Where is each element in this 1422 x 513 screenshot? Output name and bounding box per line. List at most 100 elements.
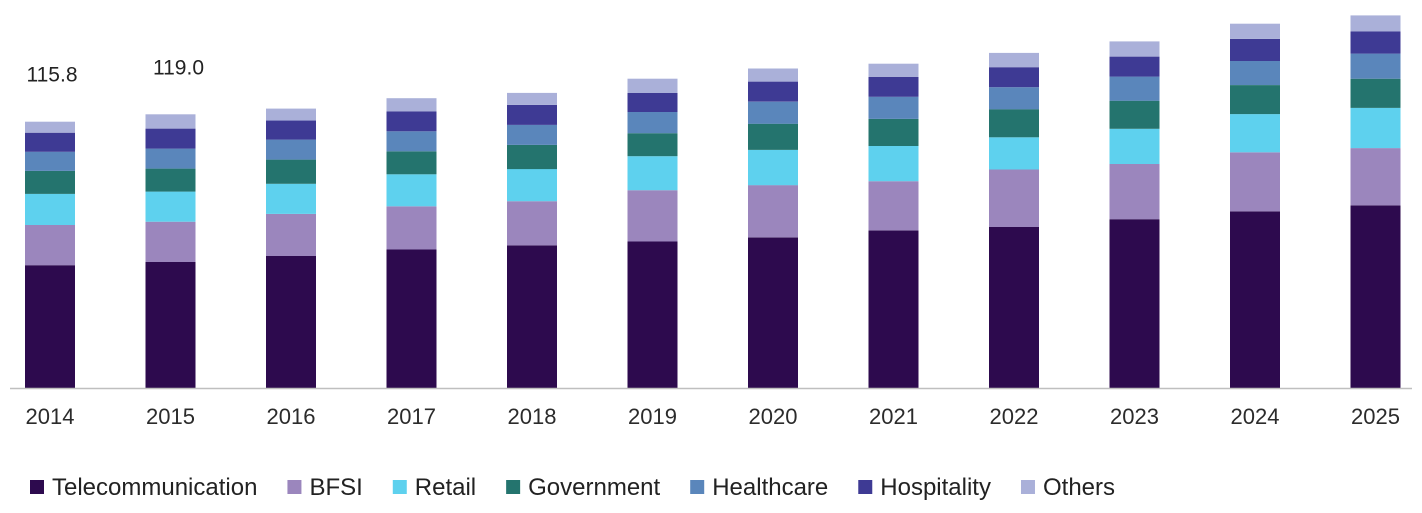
bar-stack-2023 — [1109, 41, 1160, 388]
legend-item-bfsi: BFSI — [287, 474, 363, 501]
bar-bfsi-2017 — [386, 206, 437, 250]
legend-swatch — [392, 480, 407, 494]
bar-stack-2018 — [507, 92, 557, 388]
bar-healthcare-2020 — [748, 101, 798, 124]
bar-telecommunication-2022 — [989, 227, 1039, 388]
bar-healthcare-2022 — [989, 87, 1039, 110]
bar-retail-2016 — [266, 183, 316, 214]
x-tick-label: 2023 — [1110, 404, 1159, 429]
x-tick-label: 2016 — [267, 404, 316, 429]
bar-government-2016 — [266, 159, 316, 184]
bar-government-2022 — [989, 109, 1039, 138]
bar-telecommunication-2024 — [1230, 211, 1280, 388]
bar-retail-2023 — [1109, 128, 1160, 164]
bar-hospitality-2014 — [25, 132, 75, 152]
bar-telecommunication-2015 — [145, 262, 196, 388]
bar-government-2019 — [627, 133, 678, 157]
bar-bfsi-2021 — [868, 181, 919, 231]
bar-government-2017 — [386, 151, 437, 175]
x-tick-label: 2021 — [869, 404, 918, 429]
legend-swatch — [690, 480, 705, 494]
bar-retail-2024 — [1230, 114, 1280, 153]
legend-item-hospitality: Hospitality — [858, 474, 991, 501]
bar-stack-2021 — [868, 63, 919, 388]
x-tick-label: 2025 — [1351, 404, 1400, 429]
bar-stack-2020 — [748, 68, 798, 388]
bar-healthcare-2017 — [386, 131, 437, 152]
legend-item-healthcare: Healthcare — [690, 474, 828, 501]
bar-retail-2018 — [507, 169, 557, 202]
legend-label: BFSI — [309, 474, 362, 501]
bar-healthcare-2025 — [1350, 53, 1401, 79]
bar-hospitality-2017 — [386, 111, 437, 132]
legend-swatch — [287, 480, 302, 494]
bar-telecommunication-2016 — [266, 256, 316, 388]
legend-item-government: Government — [506, 474, 661, 501]
bar-others-2015 — [145, 114, 196, 129]
bar-others-2014 — [25, 121, 75, 133]
bar-hospitality-2019 — [627, 92, 678, 112]
legend-swatch — [858, 480, 873, 494]
bar-others-2017 — [386, 98, 437, 112]
legend-label: Government — [528, 474, 660, 501]
legend-item-telecommunication: Telecommunication — [30, 474, 257, 501]
bar-healthcare-2015 — [145, 148, 196, 169]
bar-stack-2014 — [25, 121, 75, 388]
bar-retail-2019 — [627, 156, 678, 191]
bar-telecommunication-2018 — [507, 245, 557, 388]
bar-telecommunication-2023 — [1109, 219, 1160, 388]
bar-bfsi-2025 — [1350, 148, 1401, 206]
bar-government-2023 — [1109, 100, 1160, 129]
legend-label: Hospitality — [880, 474, 991, 501]
bar-government-2025 — [1350, 78, 1401, 108]
bar-stack-2022 — [989, 52, 1039, 388]
bar-hospitality-2025 — [1350, 31, 1401, 54]
bar-telecommunication-2017 — [386, 249, 437, 388]
bar-retail-2015 — [145, 191, 196, 222]
legend-label: Telecommunication — [52, 474, 257, 501]
x-tick-label: 2022 — [990, 404, 1039, 429]
bar-others-2016 — [266, 108, 316, 121]
data-label-2015: 119.0 — [153, 56, 204, 79]
bar-bfsi-2014 — [25, 224, 75, 266]
bar-healthcare-2018 — [507, 124, 557, 145]
bar-government-2015 — [145, 168, 196, 192]
bar-government-2024 — [1230, 85, 1280, 115]
bar-government-2021 — [868, 118, 919, 146]
x-tick-label: 2018 — [508, 404, 557, 429]
bar-bfsi-2015 — [145, 221, 196, 262]
bar-government-2018 — [507, 144, 557, 170]
legend: Telecommunication BFSI Retail Government Hea… — [30, 474, 1115, 501]
bar-telecommunication-2019 — [627, 241, 678, 388]
bar-hospitality-2021 — [868, 76, 919, 97]
legend-item-others: Others — [1020, 474, 1115, 501]
legend-swatch — [506, 480, 521, 494]
x-tick-label: 2014 — [26, 404, 75, 429]
bar-bfsi-2020 — [748, 185, 798, 238]
bar-stack-2025 — [1350, 15, 1401, 388]
bar-government-2014 — [25, 170, 75, 194]
bar-retail-2014 — [25, 193, 75, 225]
bar-stack-2019 — [627, 78, 678, 388]
legend-label: Healthcare — [712, 474, 828, 501]
bar-others-2018 — [507, 92, 557, 105]
bar-others-2020 — [748, 68, 798, 82]
bar-bfsi-2018 — [507, 201, 557, 246]
bar-bfsi-2024 — [1230, 152, 1280, 212]
legend-swatch — [30, 480, 44, 494]
x-tick-label: 2015 — [146, 404, 195, 429]
bar-healthcare-2019 — [627, 112, 678, 134]
x-tick-label: 2017 — [387, 404, 436, 429]
bar-hospitality-2022 — [989, 67, 1039, 88]
bar-stack-2015 — [145, 114, 196, 388]
bars — [25, 15, 1401, 388]
bar-retail-2021 — [868, 146, 919, 182]
bar-retail-2020 — [748, 150, 798, 186]
bar-bfsi-2022 — [989, 169, 1039, 227]
bar-others-2023 — [1109, 41, 1160, 57]
bar-stack-2024 — [1230, 23, 1280, 388]
bar-others-2021 — [868, 63, 919, 77]
x-tick-label: 2019 — [628, 404, 677, 429]
x-tick-label: 2020 — [749, 404, 798, 429]
